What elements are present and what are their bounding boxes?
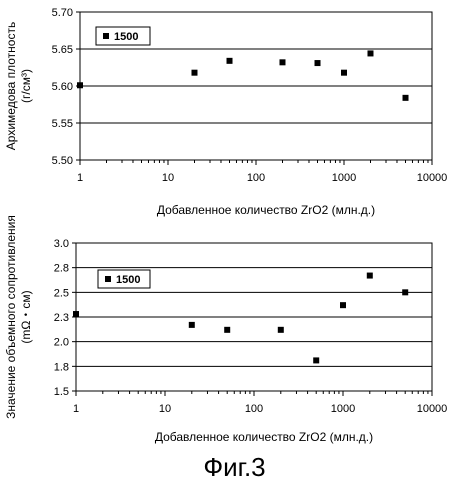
chart2-legend-label: 1500 [116, 274, 140, 286]
chart2-y-axis-unit: (mΩ・см) [19, 290, 33, 343]
chart1-data-point [77, 82, 83, 88]
chart1-y-tick-label: 5.70 [52, 7, 73, 19]
chart1-y-tick-label: 5.65 [52, 44, 73, 56]
chart2-data-point [73, 311, 79, 317]
chart2-y-tick-label: 1.8 [54, 361, 69, 373]
chart1-data-point [315, 60, 321, 66]
chart2-x-tick-label: 100 [245, 403, 263, 415]
chart1-y-tick-label: 5.50 [52, 155, 73, 167]
chart1-x-tick-label: 1 [77, 172, 83, 184]
chart1-legend-marker [103, 33, 109, 39]
chart2-data-point [340, 302, 346, 308]
chart2-x-axis-title: Добавленное количество ZrO2 (млн.д.) [155, 430, 373, 444]
chart2-data-point [278, 327, 284, 333]
chart1-data-point [367, 50, 373, 56]
chart2-y-tick-label: 2.3 [54, 312, 69, 324]
chart1-data-point [279, 59, 285, 65]
chart2-x-tick-label: 10000 [417, 403, 448, 415]
chart1-data-point [403, 95, 409, 101]
chart1-y-tick-label: 5.55 [52, 118, 73, 130]
figure-caption: Фиг.3 [0, 452, 469, 483]
chart1-x-tick-label: 1000 [332, 172, 356, 184]
chart2-x-tick-label: 1 [73, 403, 79, 415]
chart2-y-tick-label: 2.5 [54, 287, 69, 299]
chart1-legend-label: 1500 [114, 31, 138, 43]
chart2-x-tick-label: 1000 [331, 403, 355, 415]
chart2-data-point [189, 322, 195, 328]
chart1-data-point [227, 58, 233, 64]
chart1-data-point [191, 70, 197, 76]
chart1-y-tick-label: 5.60 [52, 81, 73, 93]
chart1-data-point [341, 70, 347, 76]
chart2-legend-marker [105, 276, 111, 282]
chart2-x-tick-label: 10 [159, 403, 171, 415]
chart1-x-tick-label: 100 [247, 172, 265, 184]
chart2-y-tick-label: 2.8 [54, 263, 69, 275]
chart1-y-axis-title: Архимедова плотность [4, 22, 18, 150]
chart2-data-point [313, 357, 319, 363]
chart1-x-tick-label: 10000 [417, 172, 448, 184]
chart2-data-point [402, 289, 408, 295]
chart2-y-axis-title: Значение объемного сопротивления [4, 215, 18, 419]
chart2-y-tick-label: 3.0 [54, 238, 69, 250]
chart2-y-tick-label: 1.5 [54, 386, 69, 398]
chart1-x-axis-title: Добавленное количество ZrO2 (млн.д.) [157, 203, 375, 217]
chart2-y-tick-label: 2.0 [54, 337, 69, 349]
chart2-data-point [224, 327, 230, 333]
chart1-x-tick-label: 10 [162, 172, 174, 184]
chart1-y-axis-unit: (г/см³) [19, 69, 33, 103]
chart2-data-point [367, 273, 373, 279]
